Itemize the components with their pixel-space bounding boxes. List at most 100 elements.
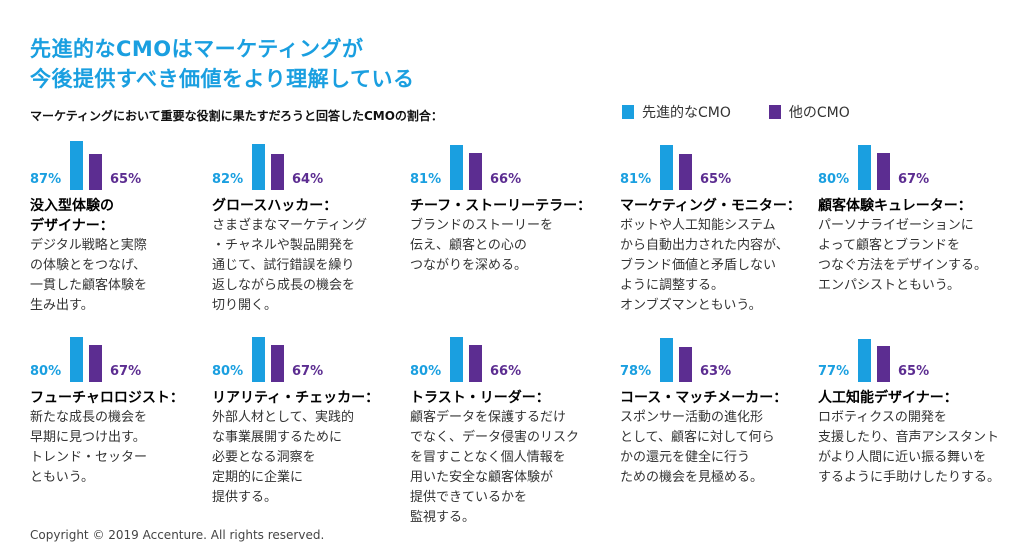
bar-group: 80% 66% [410,337,610,382]
advanced-value-label: 80% [30,364,62,379]
bar-group: 80% 67% [212,337,412,382]
role-description-line: ともいう。 [30,470,94,485]
role-description-line: ブランドのストーリーを [410,218,554,233]
advanced-bar [660,145,673,190]
other-value-label: 66% [490,172,522,187]
role-description-line: つながりを深める。 [410,258,528,273]
role-description-line: パーソナライゼーションに [818,218,974,233]
legend-swatch-advanced [622,105,634,119]
copyright: Copyright © 2019 Accenture. All rights r… [30,528,325,542]
role-description-line: 外部人材として、実践的 [212,410,354,425]
advanced-value-label: 82% [212,172,244,187]
role-description-line: 監視する。 [410,510,476,525]
role-description: 外部人材として、実践的 な事業展開するために 必要となる洞察を 定期的に企業に 提供する… [212,408,416,508]
bar-group: 81% 65% [620,145,820,190]
role-description-line: かの還元を健全に行う [620,450,751,465]
role-name-line: 人工知能デザイナー： [818,390,958,406]
role-description: スポンサー活動の進化形 として、顧客に対して何ら かの還元を健全に行う ための機会を見… [620,408,824,488]
role-description-line: から自動出力された内容が、 [620,238,789,253]
role-description-line: 新たな成長の機会を [30,410,148,425]
role-description: 顧客データを保護するだけ でなく、データ侵害のリスク を冒すことなく個人情報を 用いた… [410,408,614,528]
legend-label-advanced: 先進的なCMO [642,105,731,121]
other-bar [877,346,890,382]
legend-item-advanced: 先進的なCMO [622,102,731,122]
role-name: チーフ・ストーリーテラー： [410,196,610,216]
legend-swatch-other [768,105,781,119]
role-name-line: 顧客体験キュレーター： [818,198,972,214]
role-description-line: ロボティクスの開発を [818,410,947,425]
advanced-bar [450,145,463,190]
advanced-value-label: 78% [620,364,652,379]
role-description-line: デジタル戦略と実際 [30,238,147,253]
role-description: ボットや人工知能システム から自動出力された内容が、 ブランド価値と矛盾しない ように… [620,216,824,316]
role-description-line: な事業展開するために [212,430,343,445]
advanced-value-label: 81% [410,172,442,187]
role-description-line: を冒すことなく個人情報を [410,450,566,465]
other-bar [469,153,482,190]
other-bar [89,154,102,190]
role-description-line: よって顧客とブランドを [818,238,960,253]
role-name-line: トラスト・リーダー： [410,390,550,406]
legend-item-other: 他のCMO [768,102,850,122]
role-description: ブランドのストーリーを 伝え、顧客との心の つながりを深める。 [410,216,614,276]
other-value-label: 67% [898,172,930,187]
role-description-line: ブランド価値と矛盾しない [620,258,777,273]
role-name-line: マーケティング・モニター： [620,198,801,214]
role-description: 新たな成長の機会を 早期に見つけ出す。 トレンド・セッター ともいう。 [30,408,234,488]
advanced-bar [660,338,673,382]
bar-group: 78% 63% [620,338,820,382]
other-value-label: 65% [898,364,930,379]
role-description-line: 一貫した顧客体験を [30,278,148,293]
role-description-line: 必要となる洞察を [212,450,316,465]
role-name: コース・マッチメーカー： [620,388,820,408]
other-value-label: 66% [490,364,522,379]
other-bar [89,345,102,382]
role-description-line: ように調整する。 [620,278,725,293]
bar-group: 81% 66% [410,145,610,190]
role-name-line: デザイナー： [30,218,114,234]
chart-title: 先進的なCMOはマーケティングが 今後提供すべき価値をより理解している [30,34,414,94]
role-description-line: 定期的に企業に [212,470,304,485]
role-description-line: 顧客データを保護するだけ [410,410,567,425]
other-bar [271,345,284,382]
role-name-line: 没入型体験の [30,198,114,214]
role-name: マーケティング・モニター： [620,196,820,216]
role-description-line: さまざまなマーケティング [212,218,367,233]
role-name-line: リアリティ・チェッカー： [212,390,380,406]
role-description: パーソナライゼーションに よって顧客とブランドを つなぐ方法をデザインする。 エンパシ… [818,216,1022,296]
other-bar [469,345,482,382]
other-value-label: 65% [700,172,732,187]
role-description-line: 返しながら成長の機会を [212,278,356,293]
legend: 先進的なCMO 他のCMO [622,102,850,122]
other-bar [877,153,890,190]
advanced-bar [70,337,83,382]
role-description-line: 切り開く。 [212,298,278,313]
role-description-line: トレンド・セッター [30,450,148,465]
role-name-line: コース・マッチメーカー： [620,390,788,406]
role-description-line: として、顧客に対して何ら [620,430,775,445]
role-description-line: 早期に見つけ出す。 [30,430,146,445]
other-value-label: 67% [110,364,142,379]
role-description-line: の体験とをつなげ、 [30,258,147,273]
role-description: さまざまなマーケティング ・チャネルや製品開発を 通じて、試行錯誤を繰り 返しながら成… [212,216,416,316]
role-name: 顧客体験キュレーター： [818,196,1018,216]
role-description-line: ・チャネルや製品開発を [212,238,355,253]
bar-group: 80% 67% [30,337,230,382]
role-description-line: でなく、データ侵害のリスク [410,430,580,445]
other-bar [679,347,692,382]
other-value-label: 63% [700,364,732,379]
role-description-line: がより人間に近い振る舞いを [818,450,987,465]
role-description-line: オンブズマンともいう。 [620,298,762,313]
title-line-1: 先進的なCMOはマーケティングが [30,37,364,61]
role-name: 没入型体験の デザイナー： [30,196,230,236]
other-bar [271,154,284,190]
role-description-line: 提供する。 [212,490,278,505]
role-description-line: ための機会を見極める。 [620,470,764,485]
advanced-bar [70,141,83,190]
role-name: リアリティ・チェッカー： [212,388,412,408]
role-description-line: エンパシストともいう。 [818,278,960,293]
role-description-line: するように手助けしたりする。 [818,470,1001,485]
other-value-label: 67% [292,364,324,379]
role-name-line: チーフ・ストーリーテラー： [410,198,592,214]
role-name: トラスト・リーダー： [410,388,610,408]
